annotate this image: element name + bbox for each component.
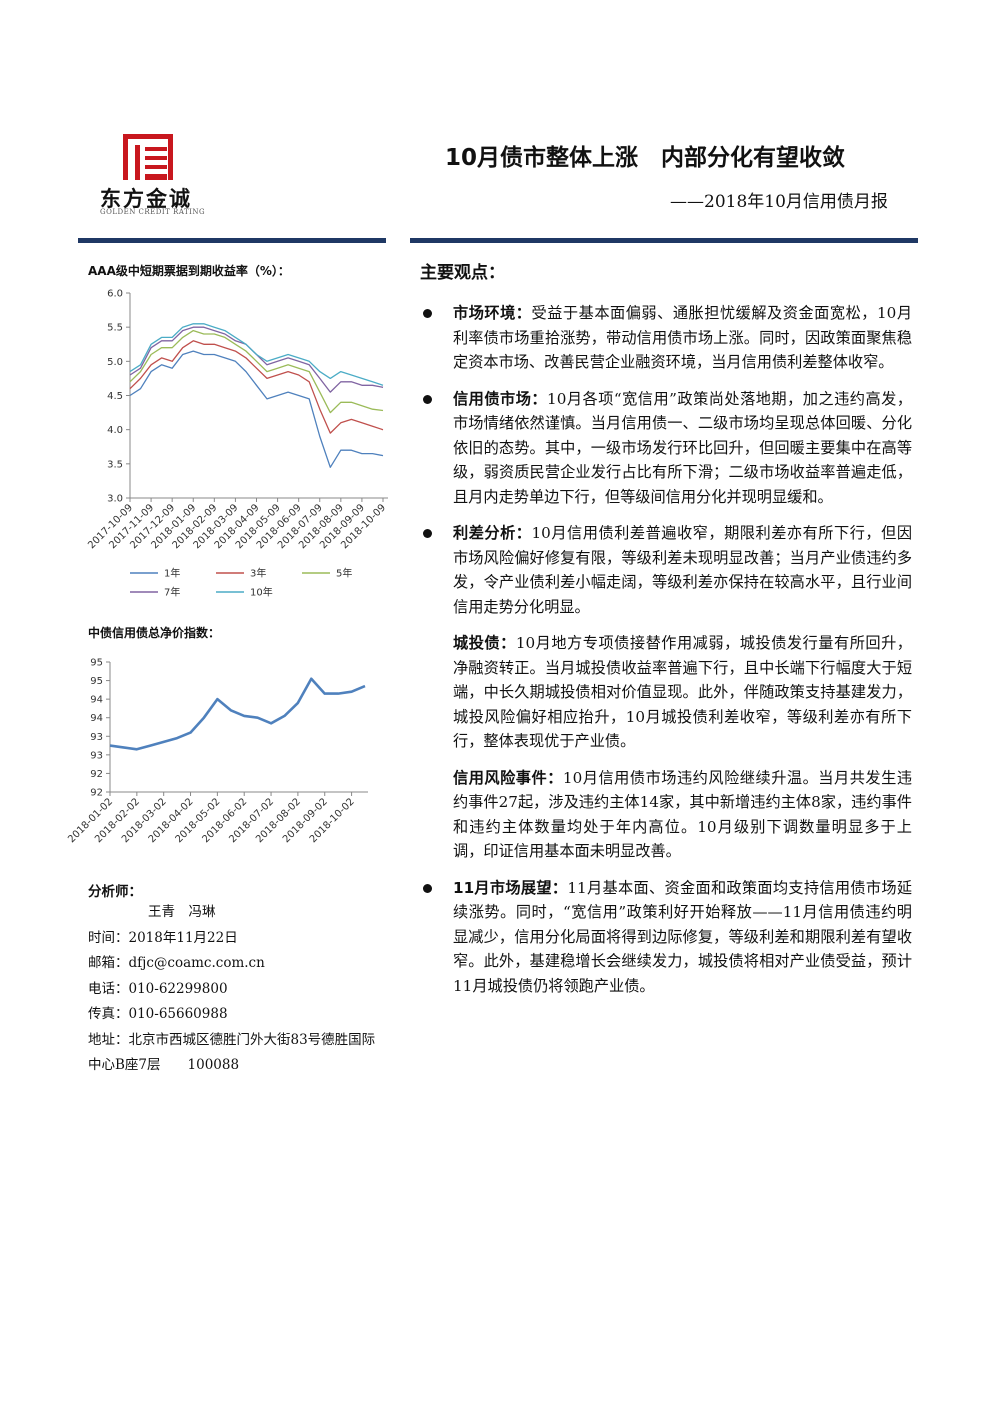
point-item: 利差分析：10月信用债利差普遍收窄，期限利差亦有所下行，但因市场风险偏好修复有限… <box>420 521 912 864</box>
point-item: 市场环境：受益于基本面偏弱、通胀担忧缓解及资金面宽松，10月利率债市场重拾涨势，… <box>420 301 912 375</box>
point-item: 信用债市场：10月各项“宽信用”政策尚处落地期，加之违约高发，市场情绪依然谨慎。… <box>420 387 912 510</box>
y-tick-label: 93 <box>90 750 103 761</box>
logo-sub: GOLDEN CREDIT RATING <box>100 208 206 216</box>
point-item: 11月市场展望：11月基本面、资金面和政策面均支持信用债市场延续涨势。同时，“宽… <box>420 876 912 999</box>
chart: 92929393949495952018-01-022018-02-022018… <box>66 658 368 845</box>
y-tick-label: 3.0 <box>107 494 123 505</box>
y-tick-label: 95 <box>90 676 103 687</box>
point-text: 10月信用债利差普遍收窄，期限利差亦有所下行，但因市场风险偏好修复有限，等级利差… <box>453 524 913 616</box>
legend-label: 1年 <box>164 567 180 580</box>
y-tick-label: 6.0 <box>107 289 123 300</box>
analyst-block: 分析师： 王青 冯琳 时间：2018年11月22日邮箱：dfjc@coamc.c… <box>88 880 388 1079</box>
series-line <box>129 329 384 414</box>
report-title: 10月债市整体上涨 内部分化有望收敛 <box>445 145 846 171</box>
report-subtitle: ——2018年10月信用债月报 <box>670 192 888 212</box>
point-paragraph: 信用风险事件：10月信用债市场违约风险继续升温。当月共发生违约事件27起，涉及违… <box>453 766 912 864</box>
y-tick-label: 95 <box>90 658 103 669</box>
y-tick-label: 94 <box>90 713 103 724</box>
point-text: 11月基本面、资金面和政策面均支持信用债市场延续涨势。同时，“宽信用”政策利好开… <box>453 878 913 995</box>
point-label: 利差分析： <box>453 524 532 542</box>
analyst-names: 王青 冯琳 <box>148 904 216 920</box>
point-text: 10月信用债市场违约风险继续升温。当月共发生违约事件27起，涉及违约主体14家，… <box>453 768 913 861</box>
analyst-label: 分析师： <box>88 884 142 900</box>
y-tick-label: 4.5 <box>107 391 123 402</box>
rule-right <box>410 238 918 243</box>
series-line <box>129 350 384 468</box>
point-paragraph: 11月市场展望：11月基本面、资金面和政策面均支持信用债市场延续涨势。同时，“宽… <box>453 876 912 999</box>
point-paragraph: 信用债市场：10月各项“宽信用”政策尚处落地期，加之违约高发，市场情绪依然谨慎。… <box>453 387 912 510</box>
point-text: 10月各项“宽信用”政策尚处落地期，加之违约高发，市场情绪依然谨慎。当月信用债一… <box>453 389 913 506</box>
legend-label: 10年 <box>250 586 273 599</box>
logo-name: 东方金诚 <box>100 186 192 211</box>
point-label: 城投债： <box>453 634 516 652</box>
chart-title: AAA级中短期票据到期收益率（%）： <box>88 264 290 278</box>
section-heading: 主要观点： <box>420 263 505 283</box>
contact-line: 电话：010-62299800 <box>88 980 228 997</box>
y-tick-label: 3.5 <box>107 459 123 470</box>
y-tick-label: 4.0 <box>107 425 123 436</box>
point-paragraph: 市场环境：受益于基本面偏弱、通胀担忧缓解及资金面宽松，10月利率债市场重拾涨势，… <box>453 301 912 375</box>
contact-list: 时间：2018年11月22日邮箱：dfjc@coamc.com.cn 电话：010… <box>88 926 388 1079</box>
legend-label: 3年 <box>250 567 266 580</box>
logo-mark <box>123 134 173 180</box>
point-paragraph: 利差分析：10月信用债利差普遍收窄，期限利差亦有所下行，但因市场风险偏好修复有限… <box>453 521 912 619</box>
chart: 3.03.54.04.55.05.56.02017-10-092017-11-0… <box>86 289 388 599</box>
point-text: 10月地方专项债接替作用减弱，城投债发行量有所回升，净融资转正。当月城投债收益率… <box>453 634 912 750</box>
series-line <box>129 323 384 386</box>
series-line <box>129 340 384 434</box>
contact-line: 时间：2018年11月22日 <box>88 929 238 946</box>
rule-left <box>78 238 386 243</box>
point-paragraph: 城投债：10月地方专项债接替作用减弱，城投债发行量有所回升，净融资转正。当月城投… <box>453 631 912 754</box>
legend-label: 5年 <box>336 567 352 580</box>
legend-label: 7年 <box>164 586 180 599</box>
contact-line: 邮箱：dfjc@coamc.com.cn <box>88 955 265 971</box>
point-text: 受益于基本面偏弱、通胀担忧缓解及资金面宽松，10月利率债市场重拾涨势，带动信用债… <box>453 304 913 371</box>
y-tick-label: 5.5 <box>107 323 123 334</box>
point-label: 信用风险事件： <box>453 768 563 787</box>
point-list: 市场环境：受益于基本面偏弱、通胀担忧缓解及资金面宽松，10月利率债市场重拾涨势，… <box>420 301 912 998</box>
y-tick-label: 94 <box>90 695 103 706</box>
y-tick-label: 93 <box>90 732 103 743</box>
series-line <box>109 677 366 751</box>
chart-title: 中债信用债总净价指数： <box>88 626 221 640</box>
y-tick-label: 92 <box>90 769 103 780</box>
y-tick-label: 5.0 <box>107 357 123 368</box>
y-tick-label: 92 <box>90 788 103 799</box>
point-label: 市场环境： <box>453 304 532 322</box>
point-label: 信用债市场： <box>453 389 548 408</box>
contact-line: 传真：010-65660988 <box>88 1006 228 1022</box>
contact-line: 地址：北京市西城区德胜门外大街83号德胜国际中心B座7层 100088 <box>88 1031 376 1074</box>
point-label: 11月市场展望： <box>453 878 568 897</box>
key-points: 主要观点： 市场环境：受益于基本面偏弱、通胀担忧缓解及资金面宽松，10月利率债市… <box>420 258 912 1010</box>
